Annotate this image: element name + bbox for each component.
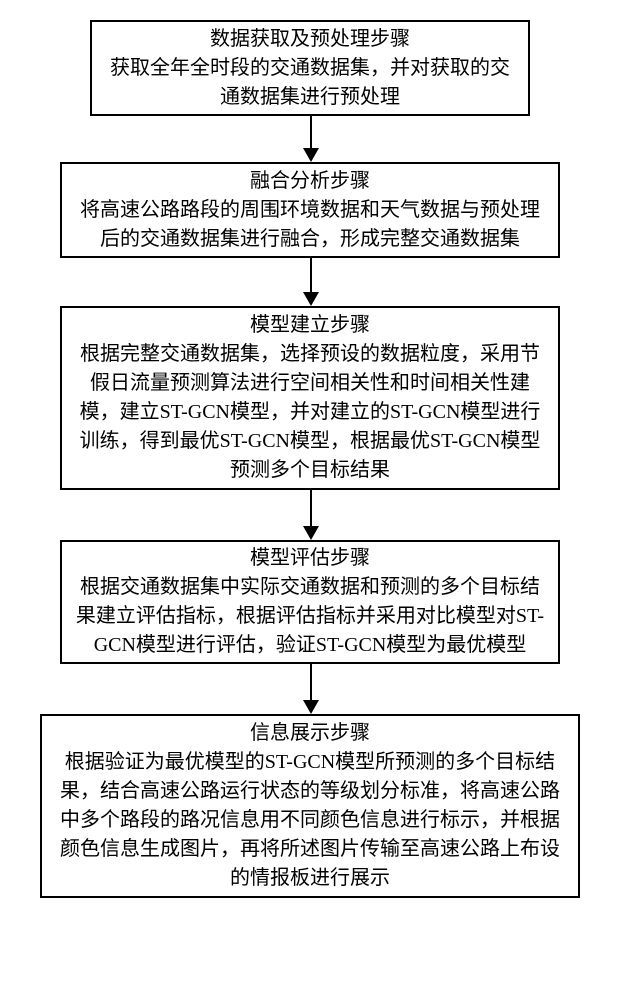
flowchart-node-4: 模型评估步骤 根据交通数据集中实际交通数据和预测的多个目标结果建立评估指标，根据… [60,540,560,664]
flowchart-node-3: 模型建立步骤 根据完整交通数据集，选择预设的数据粒度，采用节假日流量预测算法进行… [60,306,560,490]
node-body: 获取全年全时段的交通数据集，并对获取的交通数据集进行预处理 [102,54,518,112]
arrow-head-icon [303,292,319,306]
arrow-line [310,116,312,148]
arrow-head-icon [303,700,319,714]
flowchart-node-5: 信息展示步骤 根据验证为最优模型的ST-GCN模型所预测的多个目标结果，结合高速… [40,714,580,898]
arrow-line [310,490,312,526]
node-title: 信息展示步骤 [52,719,568,748]
arrow-head-icon [303,526,319,540]
flowchart-node-1: 数据获取及预处理步骤 获取全年全时段的交通数据集，并对获取的交通数据集进行预处理 [90,20,530,116]
arrow-line [310,258,312,292]
node-title: 模型建立步骤 [72,311,548,340]
node-title: 数据获取及预处理步骤 [102,25,518,54]
node-body: 将高速公路路段的周围环境数据和天气数据与预处理后的交通数据集进行融合，形成完整交… [72,196,548,254]
node-body: 根据交通数据集中实际交通数据和预测的多个目标结果建立评估指标，根据评估指标并采用… [72,573,548,660]
arrow-head-icon [303,148,319,162]
node-title: 模型评估步骤 [72,544,548,573]
arrow-line [310,664,312,700]
flowchart-node-2: 融合分析步骤 将高速公路路段的周围环境数据和天气数据与预处理后的交通数据集进行融… [60,162,560,258]
node-title: 融合分析步骤 [72,167,548,196]
flowchart-canvas: 数据获取及预处理步骤 获取全年全时段的交通数据集，并对获取的交通数据集进行预处理… [0,0,621,1000]
node-body: 根据完整交通数据集，选择预设的数据粒度，采用节假日流量预测算法进行空间相关性和时… [72,340,548,485]
node-body: 根据验证为最优模型的ST-GCN模型所预测的多个目标结果，结合高速公路运行状态的… [52,748,568,893]
